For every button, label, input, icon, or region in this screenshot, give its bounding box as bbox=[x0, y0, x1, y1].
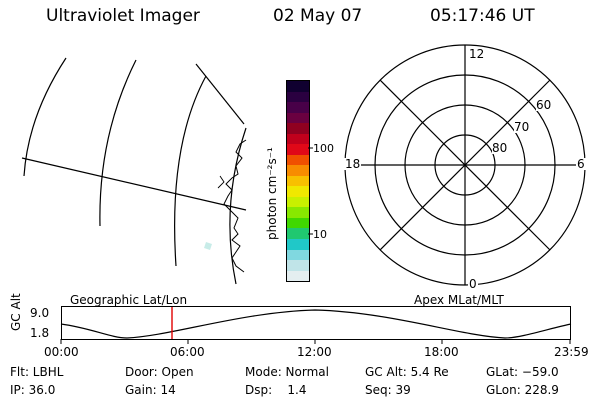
colorbar-swatch bbox=[287, 260, 309, 271]
timeline-ymax: 9.0 bbox=[30, 306, 50, 320]
info-gain: Gain: 14 bbox=[125, 383, 176, 397]
latitude-arc bbox=[174, 75, 207, 267]
colorbar-swatch bbox=[287, 154, 309, 166]
colorbar-tick-100: 100 bbox=[313, 142, 334, 155]
colorbar-swatch bbox=[287, 133, 309, 145]
time-label-1800: 18:00 bbox=[424, 345, 459, 359]
colorbar-swatch bbox=[287, 249, 309, 261]
altitude-curve bbox=[60, 309, 572, 339]
mlt-label-0: 0 bbox=[468, 277, 478, 291]
info-seq: Seq: 39 bbox=[365, 383, 411, 397]
colorbar-swatch bbox=[287, 207, 309, 218]
polar-plot bbox=[344, 44, 586, 286]
coastline bbox=[223, 139, 247, 273]
latitude-arc bbox=[23, 57, 67, 177]
colorbar-swatch bbox=[287, 144, 309, 155]
colorbar-swatch bbox=[287, 175, 309, 187]
observation-time: 05:17:46 UT bbox=[430, 6, 535, 26]
longitude-line bbox=[21, 157, 247, 211]
info-ip: IP: 36.0 bbox=[10, 383, 56, 397]
mlt-label-18: 18 bbox=[344, 157, 362, 171]
colorbar-tick-10: 10 bbox=[313, 228, 327, 241]
colorbar-ticks bbox=[308, 147, 313, 235]
apex-caption: Apex MLat/MLT bbox=[414, 293, 504, 307]
colorbar-swatch bbox=[287, 228, 309, 239]
time-label-0000: 00:00 bbox=[44, 345, 79, 359]
colorbar-swatch bbox=[287, 196, 309, 208]
observation-date: 02 May 07 bbox=[273, 6, 363, 26]
mlat-label-70: 70 bbox=[514, 120, 530, 134]
geographic-caption: Geographic Lat/Lon bbox=[70, 293, 188, 307]
colorbar-swatch bbox=[287, 123, 309, 134]
colorbar-swatch bbox=[287, 270, 309, 282]
info-glat: GLat: −59.0 bbox=[486, 365, 559, 379]
colorbar-swatch bbox=[287, 81, 309, 92]
colorbar-swatch bbox=[287, 102, 309, 113]
info-door: Door: Open bbox=[125, 365, 194, 379]
instrument-title: Ultraviolet Imager bbox=[46, 6, 200, 26]
colorbar-swatch bbox=[287, 165, 309, 176]
colorbar-swatch bbox=[287, 112, 309, 124]
altitude-timeline bbox=[60, 306, 572, 344]
colorbar-swatch bbox=[287, 217, 309, 229]
geographic-image-panel bbox=[21, 57, 247, 285]
longitude-line bbox=[195, 63, 245, 125]
mlt-label-6: 6 bbox=[576, 157, 586, 171]
mlat-label-60: 60 bbox=[536, 98, 552, 112]
timeline-ymin: 1.8 bbox=[30, 326, 50, 340]
info-mode: Mode: Normal bbox=[245, 365, 329, 379]
colorbar bbox=[286, 80, 310, 282]
time-label-0600: 06:00 bbox=[170, 345, 205, 359]
timeline-axis-name: GC Alt bbox=[9, 293, 23, 331]
info-flt: Flt: LBHL bbox=[10, 365, 64, 379]
latitude-arc bbox=[99, 59, 137, 227]
colorbar-swatch bbox=[287, 238, 309, 250]
info-gcalt: GC Alt: 5.4 Re bbox=[365, 365, 449, 379]
latitude-arc bbox=[229, 127, 247, 285]
colorbar-swatch bbox=[287, 91, 309, 103]
aurora-glow bbox=[204, 242, 212, 250]
colorbar-swatch bbox=[287, 186, 309, 197]
time-label-2359: 23:59 bbox=[554, 345, 589, 359]
colorbar-unit-label: photon cm⁻²s⁻¹ bbox=[265, 147, 279, 240]
mlat-label-80: 80 bbox=[492, 141, 508, 155]
info-glon: GLon: 228.9 bbox=[486, 383, 559, 397]
info-dsp: Dsp: 1.4 bbox=[245, 383, 307, 397]
time-label-1200: 12:00 bbox=[297, 345, 332, 359]
mlt-label-12: 12 bbox=[468, 47, 486, 61]
